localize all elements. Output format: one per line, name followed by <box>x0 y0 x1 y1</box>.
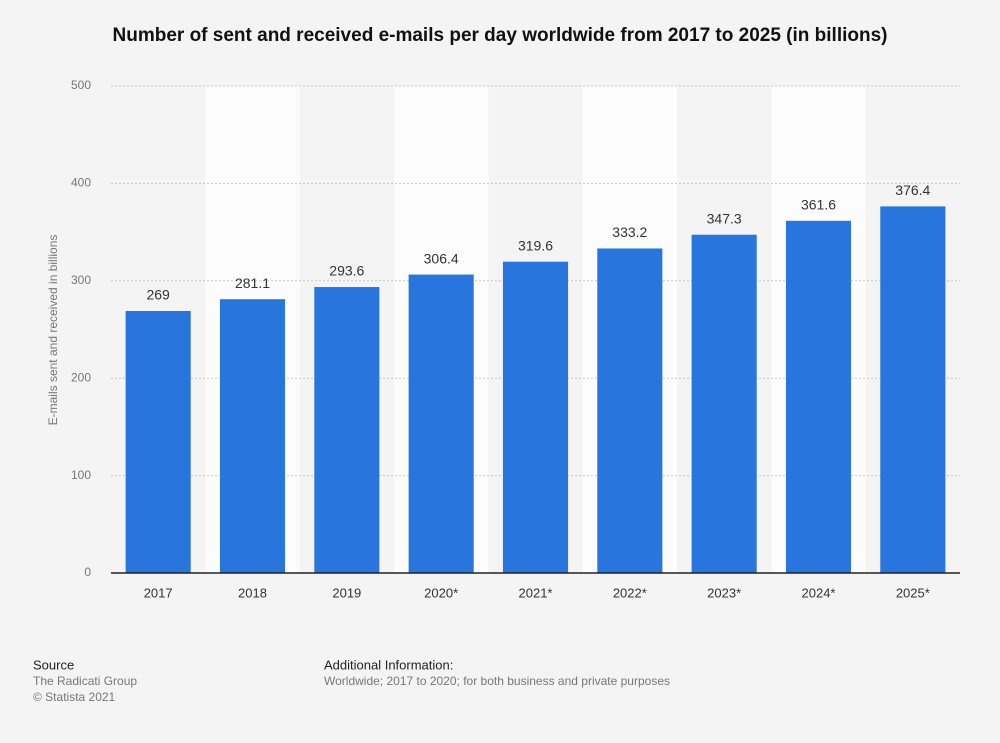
value-label: 269 <box>146 287 170 303</box>
bar <box>691 234 757 573</box>
x-tick-label: 2024* <box>802 585 836 600</box>
bar <box>125 310 191 573</box>
info-heading: Additional Information: <box>324 657 453 672</box>
x-tick-label: 2025* <box>896 585 930 600</box>
bar <box>880 206 946 573</box>
y-axis-label: E-mails sent and received in billions <box>46 235 60 426</box>
x-tick-label: 2023* <box>707 585 741 600</box>
y-tick-label: 100 <box>71 468 91 482</box>
value-label: 347.3 <box>707 210 742 226</box>
y-tick-label: 400 <box>71 176 91 190</box>
value-label: 333.2 <box>612 224 647 240</box>
x-tick-label: 2018 <box>238 585 267 600</box>
y-tick-label: 0 <box>84 565 91 579</box>
x-tick-label: 2020* <box>424 585 458 600</box>
value-label: 293.6 <box>329 263 364 279</box>
value-label: 319.6 <box>518 237 553 253</box>
bar <box>502 261 569 573</box>
bar <box>597 248 663 573</box>
source-line: The Radicati Group <box>33 674 137 688</box>
x-tick-label: 2021* <box>519 585 553 600</box>
y-tick-label: 500 <box>71 78 91 92</box>
bar <box>785 220 852 573</box>
x-tick-label: 2017 <box>144 585 173 600</box>
x-tick-label: 2022* <box>613 585 647 600</box>
source-heading: Source <box>33 657 74 672</box>
y-tick-label: 200 <box>71 370 91 384</box>
plot-area: 0 100 200 300 400 500 2017 269 2018 281.1 2019 293.… <box>71 78 960 600</box>
info-text: Worldwide; 2017 to 2020; for both busine… <box>324 674 670 688</box>
value-label: 306.4 <box>424 250 459 266</box>
value-label: 376.4 <box>895 182 930 198</box>
bar <box>408 274 474 573</box>
source-line: © Statista 2021 <box>33 690 116 704</box>
x-tick-label: 2019 <box>332 585 361 600</box>
y-tick-label: 300 <box>71 273 91 287</box>
value-label: 361.6 <box>801 197 836 213</box>
chart-title: Number of sent and received e-mails per … <box>113 25 888 46</box>
value-label: 281.1 <box>235 275 270 291</box>
bar <box>219 299 286 573</box>
bar <box>314 287 380 573</box>
